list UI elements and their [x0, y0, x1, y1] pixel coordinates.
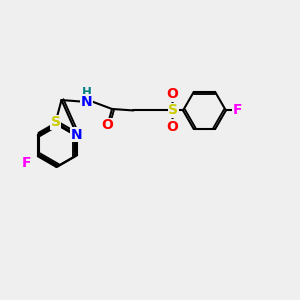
Text: O: O [102, 118, 113, 132]
Text: H: H [82, 86, 92, 99]
Text: F: F [22, 156, 31, 170]
Text: O: O [166, 120, 178, 134]
Text: N: N [81, 94, 93, 109]
Text: F: F [232, 103, 242, 118]
Text: S: S [51, 115, 61, 129]
Text: N: N [71, 128, 83, 142]
Text: O: O [166, 87, 178, 101]
Text: S: S [168, 103, 178, 118]
